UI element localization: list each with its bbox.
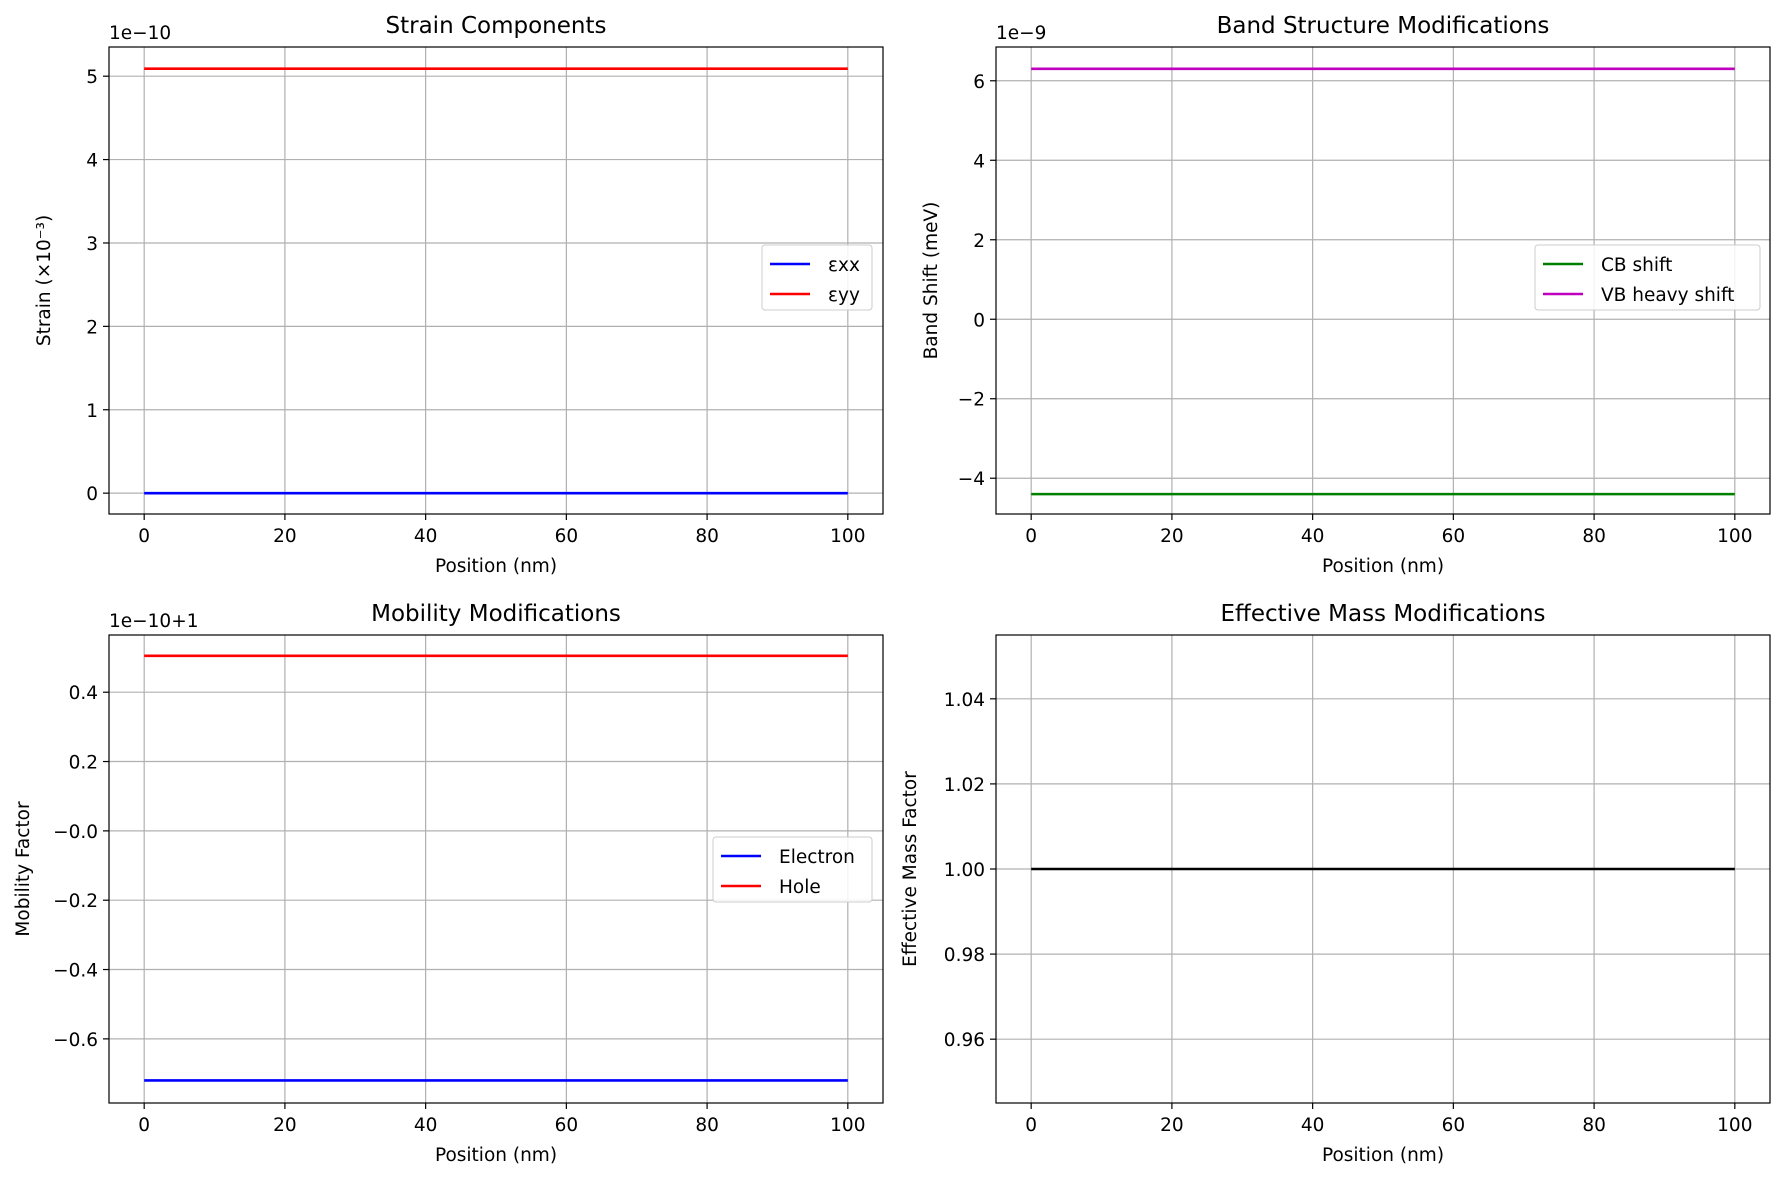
y-tick-label: 6 xyxy=(973,72,985,93)
y-tick-label: 0.2 xyxy=(69,753,98,774)
y-tick-label: 4 xyxy=(86,151,98,172)
y-tick-label: 2 xyxy=(973,231,985,252)
x-tick-label: 20 xyxy=(273,1115,297,1136)
subplot-3: 0 20 40 60 80 100 0.4 0.2 −0.0 −0.2 −0.4 −0.6 Mobili… xyxy=(13,601,884,1166)
x-tick-label: 80 xyxy=(1582,1115,1606,1136)
x-tick-label: 20 xyxy=(273,526,297,547)
axis-offset-text: 1e−10+1 xyxy=(109,611,198,632)
y-tick-label: 1.02 xyxy=(944,775,985,796)
x-tick-label: 80 xyxy=(695,526,719,547)
x-tick-label: 0 xyxy=(1025,526,1037,547)
x-tick-label: 60 xyxy=(1442,526,1466,547)
y-axis-label: Strain (×10⁻³) xyxy=(34,215,55,346)
y-tick-label: 0.98 xyxy=(944,945,985,966)
x-tick-label: 60 xyxy=(555,526,579,547)
legend: εxx εyy xyxy=(761,244,873,311)
x-tick-label: 100 xyxy=(1717,1115,1752,1136)
y-tick-label: −0.4 xyxy=(53,961,98,982)
x-tick-label: 20 xyxy=(1160,526,1184,547)
y-tick-label: −2 xyxy=(958,390,985,411)
x-tick-label: 100 xyxy=(830,526,865,547)
x-tick-label: 40 xyxy=(414,526,438,547)
axis-offset-text: 1e−9 xyxy=(996,23,1046,44)
x-tick-label: 60 xyxy=(1442,1115,1466,1136)
x-axis-label: Position (nm) xyxy=(435,1145,557,1166)
chart-title: Effective Mass Modifications xyxy=(1220,601,1545,627)
legend-label: VB heavy shift xyxy=(1601,285,1734,306)
x-tick-label: 0 xyxy=(1025,1115,1037,1136)
y-tick-label: 1 xyxy=(86,401,98,422)
plot-frame xyxy=(108,46,884,515)
x-tick-label: 100 xyxy=(1717,526,1752,547)
y-axis-label: Band Shift (meV) xyxy=(921,202,942,360)
x-tick-label: 40 xyxy=(414,1115,438,1136)
x-tick-label: 0 xyxy=(138,526,150,547)
y-tick-label: 3 xyxy=(86,234,98,255)
axis-offset-text: 1e−10 xyxy=(109,23,171,44)
legend-label: Electron xyxy=(779,847,855,868)
legend: Electron Hole xyxy=(712,836,873,903)
y-tick-label: −0.6 xyxy=(53,1030,98,1051)
y-tick-label: 0.96 xyxy=(944,1030,985,1051)
x-axis-label: Position (nm) xyxy=(1322,556,1444,577)
legend: CB shift VB heavy shift xyxy=(1534,244,1761,311)
legend-label: εyy xyxy=(828,285,860,306)
y-axis-label: Mobility Factor xyxy=(13,801,34,937)
x-axis-label: Position (nm) xyxy=(1322,1145,1444,1166)
x-tick-label: 0 xyxy=(138,1115,150,1136)
x-tick-label: 40 xyxy=(1301,526,1325,547)
x-axis-label: Position (nm) xyxy=(435,556,557,577)
y-axis-label: Effective Mass Factor xyxy=(900,771,921,967)
legend-label: εxx xyxy=(828,255,860,276)
x-tick-label: 80 xyxy=(1582,526,1606,547)
chart-title: Mobility Modifications xyxy=(371,601,621,627)
y-tick-label: 1.00 xyxy=(944,860,985,881)
x-tick-label: 40 xyxy=(1301,1115,1325,1136)
x-tick-label: 60 xyxy=(555,1115,579,1136)
x-tick-label: 80 xyxy=(695,1115,719,1136)
y-tick-label: 0 xyxy=(973,310,985,331)
x-tick-label: 100 xyxy=(830,1115,865,1136)
plot-frame xyxy=(108,634,884,1104)
subplot-4: 0 20 40 60 80 100 0.96 0.98 1.00 1.02 1.04 Effectiv… xyxy=(900,601,1771,1166)
plot-frame xyxy=(995,46,1771,515)
y-tick-label: 0 xyxy=(86,484,98,505)
y-tick-label: 4 xyxy=(973,151,985,172)
subplot-1: 0 20 40 60 80 100 0 1 2 3 4 5 Strain Components Posit… xyxy=(34,13,884,577)
y-tick-label: 5 xyxy=(86,67,98,88)
y-tick-label: −0.0 xyxy=(53,822,98,843)
legend-label: Hole xyxy=(779,877,821,898)
y-tick-label: −0.2 xyxy=(53,891,98,912)
y-tick-label: −4 xyxy=(958,469,985,490)
chart-title: Band Structure Modifications xyxy=(1217,13,1550,39)
y-tick-label: 2 xyxy=(86,317,98,338)
chart-title: Strain Components xyxy=(386,13,607,39)
legend-label: CB shift xyxy=(1601,255,1672,276)
x-tick-label: 20 xyxy=(1160,1115,1184,1136)
y-tick-label: 0.4 xyxy=(69,683,98,704)
y-tick-label: 1.04 xyxy=(944,690,985,711)
subplot-2: 0 20 40 60 80 100 −4 −2 0 2 4 6 Band Structure Modif… xyxy=(921,13,1771,577)
legend-box xyxy=(1534,244,1761,311)
